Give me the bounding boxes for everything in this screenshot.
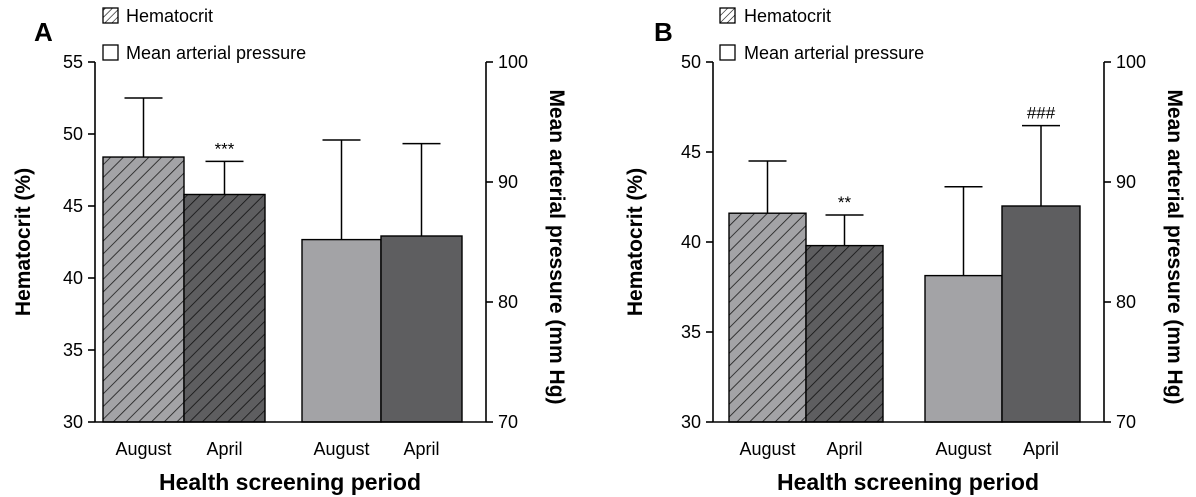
- x-tick-label: April: [1023, 439, 1059, 459]
- x-tick-label: April: [206, 439, 242, 459]
- x-tick-label: August: [313, 439, 369, 459]
- left-tick-label: 40: [63, 268, 83, 288]
- left-tick-label: 30: [63, 412, 83, 432]
- left-tick-label: 50: [681, 52, 701, 72]
- legend-label-map: Mean arterial pressure: [126, 43, 306, 63]
- y2-axis-label-b: Mean arterial pressure (mm Hg): [1163, 89, 1186, 404]
- significance-label: ###: [1027, 104, 1056, 123]
- right-ticks-b: 70 80 90 100: [1104, 52, 1146, 432]
- panel-label-b: B: [654, 17, 673, 47]
- right-tick-label: 90: [1116, 172, 1136, 192]
- right-tick-label: 90: [498, 172, 518, 192]
- left-tick-label: 30: [681, 412, 701, 432]
- legend-swatch-hatched: [719, 7, 736, 24]
- x-axis-label-b: Health screening period: [777, 469, 1039, 495]
- legend-label-map: Mean arterial pressure: [744, 43, 924, 63]
- x-tick-label: August: [935, 439, 991, 459]
- left-tick-label: 35: [63, 340, 83, 360]
- legend-label-hematocrit: Hematocrit: [126, 6, 213, 26]
- legend-swatch-plain: [719, 44, 736, 61]
- x-tick-label: August: [115, 439, 171, 459]
- map-bar-april: [1001, 205, 1081, 423]
- left-tick-label: 40: [681, 232, 701, 252]
- y2-axis-label-a: Mean arterial pressure (mm Hg): [545, 89, 568, 404]
- right-tick-label: 80: [498, 292, 518, 312]
- hematocrit-bar-august: [728, 212, 807, 423]
- left-ticks-b: 30 35 40 45 50: [681, 52, 713, 432]
- left-tick-label: 45: [681, 142, 701, 162]
- right-ticks-a: 70 80 90 100: [486, 52, 528, 432]
- significance-labels-a: ***: [215, 139, 235, 158]
- right-tick-label: 70: [1116, 412, 1136, 432]
- map-bar-april: [380, 235, 463, 423]
- hematocrit-bar-april: [183, 193, 266, 423]
- hematocrit-bar-august: [102, 156, 185, 423]
- left-tick-label: 35: [681, 322, 701, 342]
- y-axis-label-a: Hematocrit (%): [12, 168, 35, 316]
- x-tick-label: August: [739, 439, 795, 459]
- right-tick-label: 80: [1116, 292, 1136, 312]
- legend-swatch-hatched: [102, 7, 119, 24]
- significance-label: ***: [215, 139, 235, 158]
- significance-labels-b: ** ###: [838, 104, 1056, 212]
- significance-label: **: [838, 193, 852, 212]
- map-bar-august: [924, 274, 1003, 423]
- bars-a: [102, 156, 463, 423]
- errorbars-a: [124, 97, 441, 240]
- errorbars-b: [748, 124, 1060, 276]
- x-tick-labels-b: August April August April: [739, 439, 1059, 459]
- legend-a: Hematocrit Mean arterial pressure: [102, 6, 306, 63]
- x-tick-label: April: [403, 439, 439, 459]
- panel-a: A Hematocrit Mean arterial pressure *** …: [12, 6, 568, 495]
- left-tick-label: 50: [63, 124, 83, 144]
- panel-label-a: A: [34, 17, 53, 47]
- hematocrit-bar-april: [805, 244, 884, 423]
- x-axis-label-a: Health screening period: [159, 469, 421, 495]
- bars-b: [728, 205, 1081, 423]
- x-tick-labels-a: August April August April: [115, 439, 439, 459]
- right-tick-label: 70: [498, 412, 518, 432]
- left-tick-label: 55: [63, 52, 83, 72]
- right-tick-label: 100: [498, 52, 528, 72]
- legend-b: Hematocrit Mean arterial pressure: [719, 6, 924, 63]
- left-ticks-a: 30 35 40 45 50 55: [63, 52, 95, 432]
- right-tick-label: 100: [1116, 52, 1146, 72]
- panel-b: B Hematocrit Mean arterial pressure ** ##…: [624, 6, 1186, 495]
- legend-swatch-plain: [102, 44, 119, 61]
- x-tick-label: April: [826, 439, 862, 459]
- left-tick-label: 45: [63, 196, 83, 216]
- y-axis-label-b: Hematocrit (%): [624, 168, 647, 316]
- legend-label-hematocrit: Hematocrit: [744, 6, 831, 26]
- map-bar-august: [301, 238, 382, 423]
